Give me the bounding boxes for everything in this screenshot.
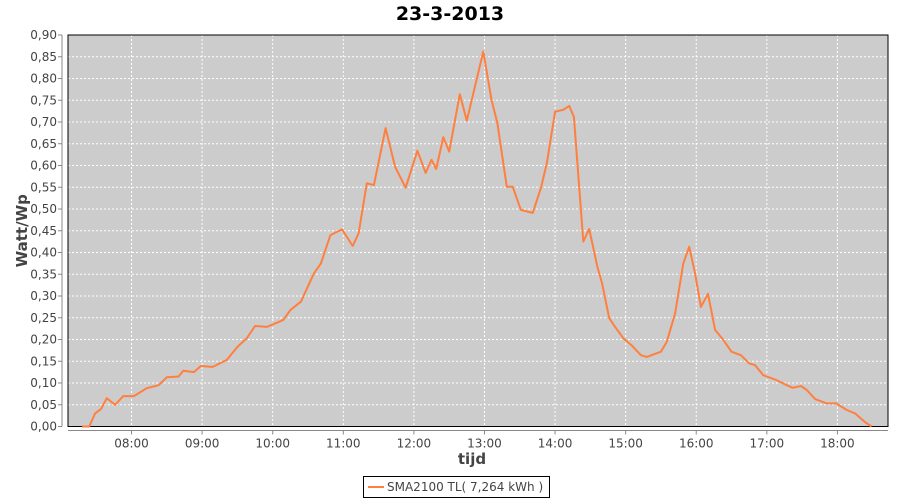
y-tick-label: 0,65 — [30, 137, 57, 151]
x-tick-label: 18:00 — [820, 437, 855, 451]
y-tick-label: 0,60 — [30, 159, 57, 173]
legend-swatch — [368, 486, 384, 488]
y-tick-label: 0,25 — [30, 311, 57, 325]
x-tick-label: 15:00 — [608, 437, 643, 451]
x-axis-label: tijd — [458, 450, 486, 468]
y-tick-label: 0,85 — [30, 50, 57, 64]
y-tick-label: 0,90 — [30, 28, 57, 42]
y-tick-label: 0,00 — [30, 420, 57, 434]
x-tick-label: 08:00 — [114, 437, 149, 451]
y-axis-label: Watt/Wp — [13, 194, 31, 267]
y-tick-label: 0,40 — [30, 246, 57, 260]
y-tick-label: 0,30 — [30, 289, 57, 303]
x-tick-label: 10:00 — [255, 437, 290, 451]
y-tick-label: 0,10 — [30, 376, 57, 390]
x-tick-label: 17:00 — [750, 437, 785, 451]
x-tick-label: 09:00 — [185, 437, 220, 451]
x-tick-label: 14:00 — [538, 437, 573, 451]
y-tick-label: 0,50 — [30, 202, 57, 216]
y-tick-label: 0,45 — [30, 224, 57, 238]
x-tick-label: 16:00 — [679, 437, 714, 451]
x-tick-label: 13:00 — [467, 437, 502, 451]
y-tick-label: 0,20 — [30, 333, 57, 347]
y-tick-label: 0,35 — [30, 267, 57, 281]
x-tick-label: 12:00 — [397, 437, 432, 451]
y-tick-label: 0,70 — [30, 115, 57, 129]
y-tick-label: 0,75 — [30, 93, 57, 107]
y-tick-label: 0,15 — [30, 354, 57, 368]
plot-border — [67, 34, 889, 427]
y-tick-label: 0,80 — [30, 72, 57, 86]
y-tick-label: 0,55 — [30, 180, 57, 194]
chart-title: 23-3-2013 — [395, 3, 505, 25]
x-tick-label: 11:00 — [326, 437, 361, 451]
legend-label: SMA2100 TL( 7,264 kWh ) — [387, 480, 544, 494]
legend: SMA2100 TL( 7,264 kWh ) — [363, 476, 551, 498]
y-tick-label: 0,05 — [30, 398, 57, 412]
